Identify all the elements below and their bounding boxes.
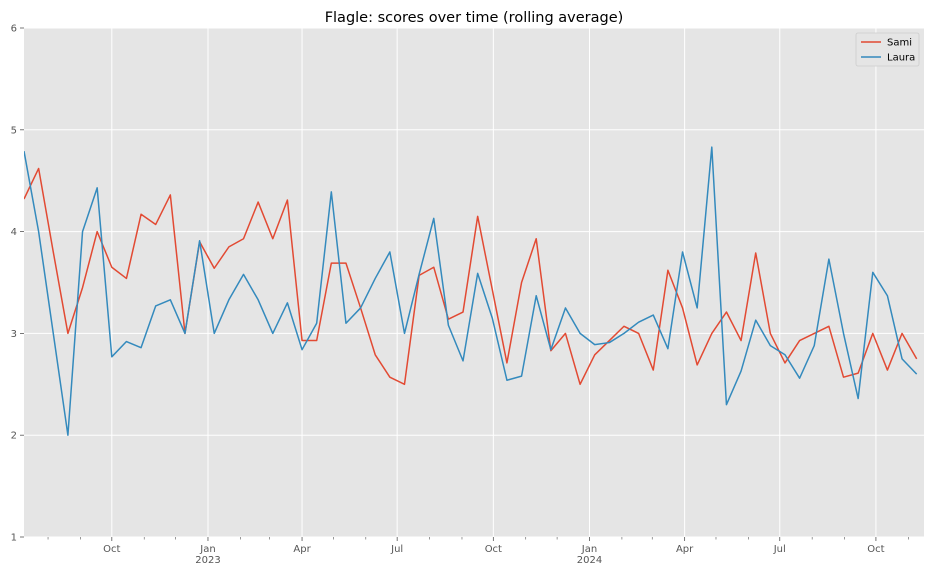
x-tick-year-label: 2023: [195, 555, 220, 566]
series-line-sami: [24, 167, 918, 386]
y-tick-label: 5: [11, 125, 17, 136]
x-tick-label: Jan: [581, 544, 597, 555]
x-tick-label: Jul: [390, 544, 403, 555]
grid-lines: [24, 27, 924, 538]
legend-label-laura: Laura: [887, 53, 915, 64]
x-tick-label: Jul: [773, 544, 786, 555]
x-tick-label: Oct: [485, 544, 502, 555]
plot-area: [24, 28, 924, 537]
series-layer: [24, 146, 918, 436]
chart-title: Flagle: scores over time (rolling averag…: [325, 10, 624, 26]
series-line-laura: [24, 146, 918, 436]
legend: Sami Laura: [855, 32, 920, 67]
y-tick-label: 3: [11, 329, 17, 340]
x-tick-label: Apr: [676, 544, 694, 555]
x-tick-label: Jan: [199, 544, 215, 555]
x-tick-year-label: 2024: [577, 555, 602, 566]
y-tick-label: 6: [11, 24, 17, 35]
x-tick-label: Oct: [103, 544, 120, 555]
x-tick-label: Oct: [867, 544, 884, 555]
y-tick-label: 1: [11, 533, 17, 544]
y-tick-label: 2: [11, 431, 17, 442]
x-tick-label: Apr: [293, 544, 311, 555]
legend-label-sami: Sami: [887, 38, 912, 49]
y-tick-label: 4: [11, 227, 17, 238]
